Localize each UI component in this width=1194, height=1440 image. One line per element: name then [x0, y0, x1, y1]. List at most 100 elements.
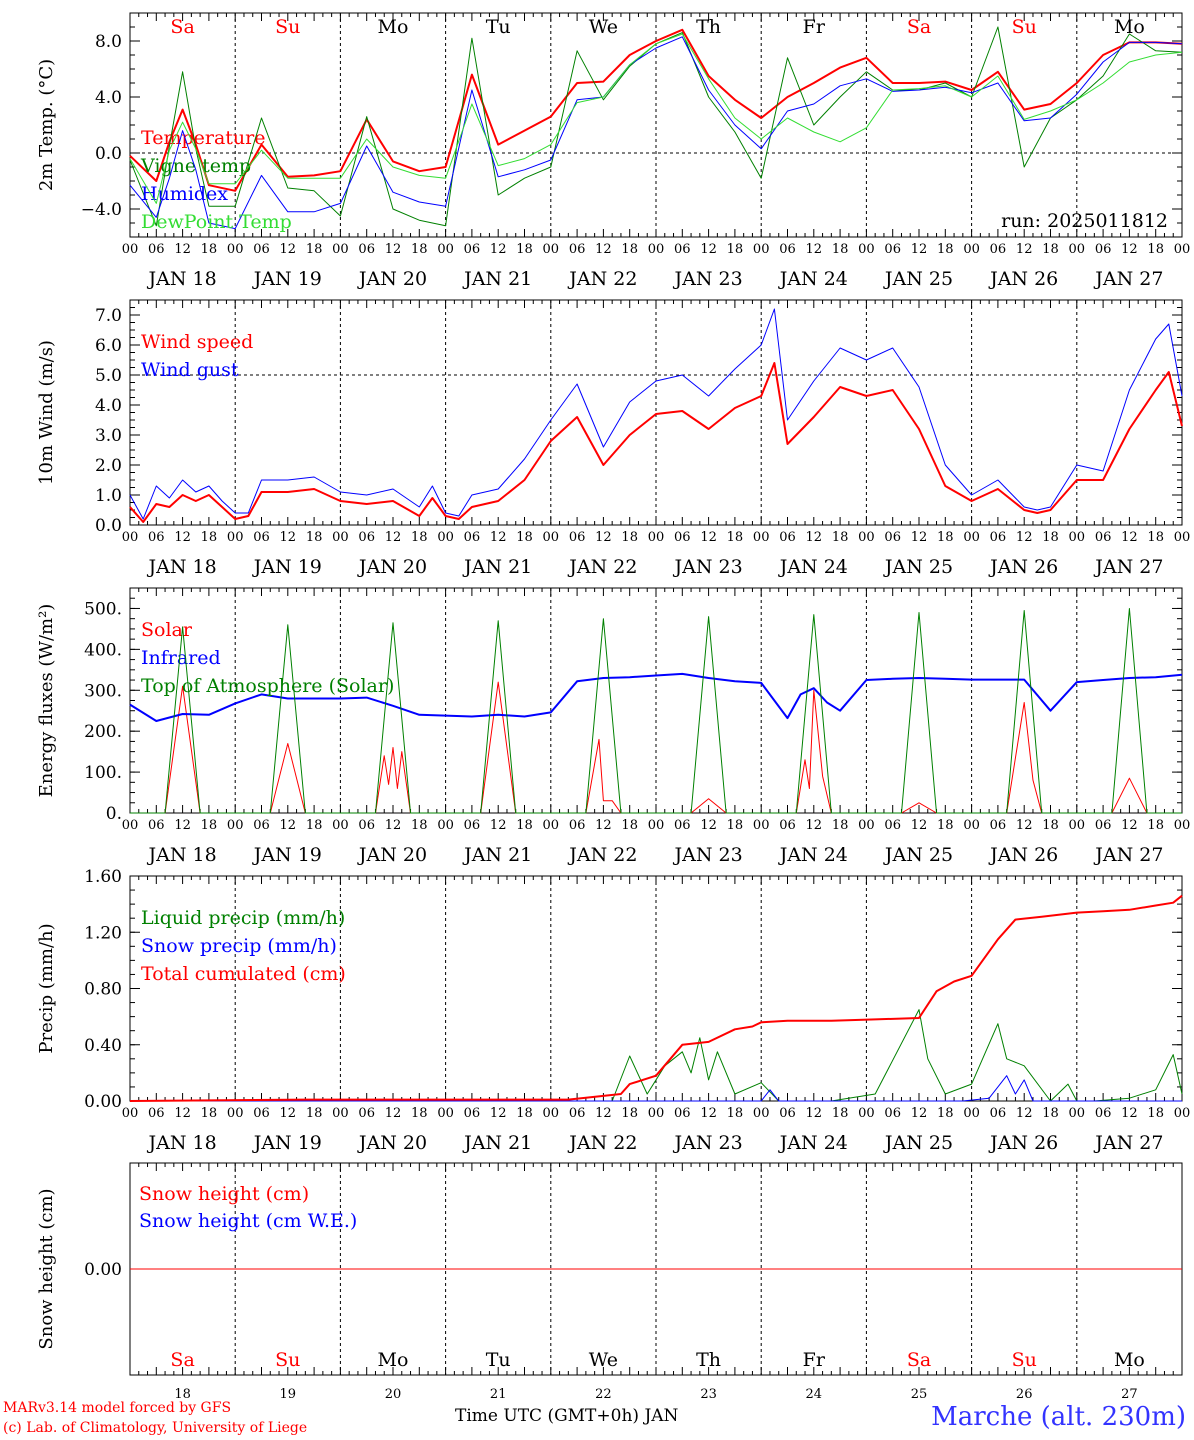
hour-label: 06 — [569, 242, 586, 257]
day-date-label: JAN 18 — [147, 556, 217, 578]
hour-label: 00 — [1174, 530, 1191, 545]
day-date-label: JAN 21 — [462, 268, 532, 290]
hour-label: 00 — [858, 818, 875, 833]
day-of-week-label: Mo — [1114, 16, 1145, 38]
hour-label: 18 — [727, 818, 744, 833]
series-line — [130, 608, 1182, 814]
hour-label: 18 — [1042, 530, 1059, 545]
hour-label: 12 — [490, 530, 507, 545]
hour-label: 18 — [306, 818, 323, 833]
legend-entry: Snow height (cm W.E.) — [139, 1210, 357, 1232]
hour-label: 18 — [1042, 1106, 1059, 1121]
hour-label: 12 — [174, 530, 191, 545]
hour-label: 00 — [122, 818, 139, 833]
hour-label: 12 — [1016, 242, 1033, 257]
hour-label: 18 — [832, 818, 849, 833]
day-of-week-label: We — [589, 1349, 618, 1371]
y-axis-label: Energy fluxes (W/m²) — [36, 604, 57, 798]
y-tick-label: 0. — [106, 804, 122, 824]
hour-label: 06 — [779, 242, 796, 257]
y-tick-label: 4.0 — [95, 88, 122, 108]
day-date-label: JAN 27 — [1093, 844, 1163, 866]
hour-label: 18 — [411, 818, 428, 833]
hour-label: 18 — [832, 1106, 849, 1121]
hour-label: 12 — [174, 1106, 191, 1121]
day-date-label: JAN 22 — [567, 1132, 637, 1154]
legend-entry: Humidex — [141, 183, 228, 205]
hour-label: 00 — [332, 1106, 349, 1121]
hour-label: 06 — [990, 530, 1007, 545]
day-number-label: 25 — [911, 1387, 928, 1402]
hour-label: 06 — [253, 818, 270, 833]
hour-label: 00 — [122, 530, 139, 545]
hour-label: 12 — [1121, 530, 1138, 545]
hour-label: 00 — [227, 1106, 244, 1121]
hour-label: 18 — [832, 530, 849, 545]
day-of-week-label: Mo — [1114, 1349, 1145, 1371]
hour-label: 12 — [700, 530, 717, 545]
hour-label: 06 — [358, 530, 375, 545]
hour-label: 12 — [385, 818, 402, 833]
hour-label: 18 — [727, 1106, 744, 1121]
day-number-label: 18 — [174, 1387, 191, 1402]
hour-label: 06 — [569, 818, 586, 833]
day-date-label: JAN 18 — [147, 268, 217, 290]
hour-label: 00 — [543, 1106, 560, 1121]
hour-label: 00 — [1174, 242, 1191, 257]
day-of-week-label: Su — [1012, 1349, 1037, 1371]
hour-label: 06 — [1095, 1106, 1112, 1121]
day-date-label: JAN 19 — [252, 844, 322, 866]
hour-label: 06 — [1095, 530, 1112, 545]
hour-label: 06 — [148, 530, 165, 545]
panel-frame — [129, 12, 1183, 238]
hour-label: 12 — [1016, 530, 1033, 545]
hour-label: 18 — [727, 242, 744, 257]
hour-label: 00 — [963, 1106, 980, 1121]
y-tick-label: 2.0 — [95, 456, 122, 476]
y-tick-label: 1.0 — [95, 486, 122, 506]
hour-label: 18 — [621, 1106, 638, 1121]
hour-label: 06 — [464, 1106, 481, 1121]
y-tick-label: 0.0 — [95, 516, 122, 536]
hour-label: 06 — [253, 242, 270, 257]
legend-entry: Solar — [141, 619, 193, 641]
hour-label: 12 — [280, 242, 297, 257]
hour-label: 00 — [437, 242, 454, 257]
legend-entry: Liquid precip (mm/h) — [141, 907, 345, 929]
time-axis-label: Time UTC (GMT+0h) JAN — [455, 1406, 679, 1426]
legend-entry: Snow precip (mm/h) — [141, 935, 337, 957]
y-tick-label: 100. — [84, 763, 122, 783]
hour-label: 00 — [332, 242, 349, 257]
y-tick-label: 0.00 — [84, 1092, 122, 1112]
hour-label: 00 — [122, 242, 139, 257]
hour-label: 18 — [516, 1106, 533, 1121]
hour-label: 18 — [306, 1106, 323, 1121]
hour-label: 12 — [1121, 1106, 1138, 1121]
legend-entry: Infrared — [141, 647, 221, 669]
series-line — [129, 894, 1183, 1102]
legend-entry: Total cumulated (cm) — [141, 963, 346, 985]
hour-label: 12 — [806, 1106, 823, 1121]
day-of-week-label: Th — [696, 1349, 721, 1371]
hour-label: 06 — [148, 818, 165, 833]
day-date-label: JAN 22 — [567, 556, 637, 578]
series-line — [129, 672, 1183, 722]
day-date-label: JAN 22 — [567, 268, 637, 290]
hour-label: 06 — [358, 242, 375, 257]
hour-label: 12 — [806, 242, 823, 257]
hour-label: 12 — [280, 818, 297, 833]
day-date-label: JAN 19 — [252, 1132, 322, 1154]
hour-label: 00 — [1069, 242, 1086, 257]
hour-label: 18 — [727, 530, 744, 545]
day-of-week-label: Sa — [170, 1349, 194, 1371]
hour-label: 06 — [674, 818, 691, 833]
hour-label: 06 — [884, 242, 901, 257]
hour-label: 00 — [648, 818, 665, 833]
day-date-label: JAN 22 — [567, 844, 637, 866]
hour-label: 12 — [174, 818, 191, 833]
hour-label: 00 — [1069, 818, 1086, 833]
hour-label: 12 — [700, 1106, 717, 1121]
y-tick-label: 400. — [84, 640, 122, 660]
hour-label: 18 — [306, 530, 323, 545]
